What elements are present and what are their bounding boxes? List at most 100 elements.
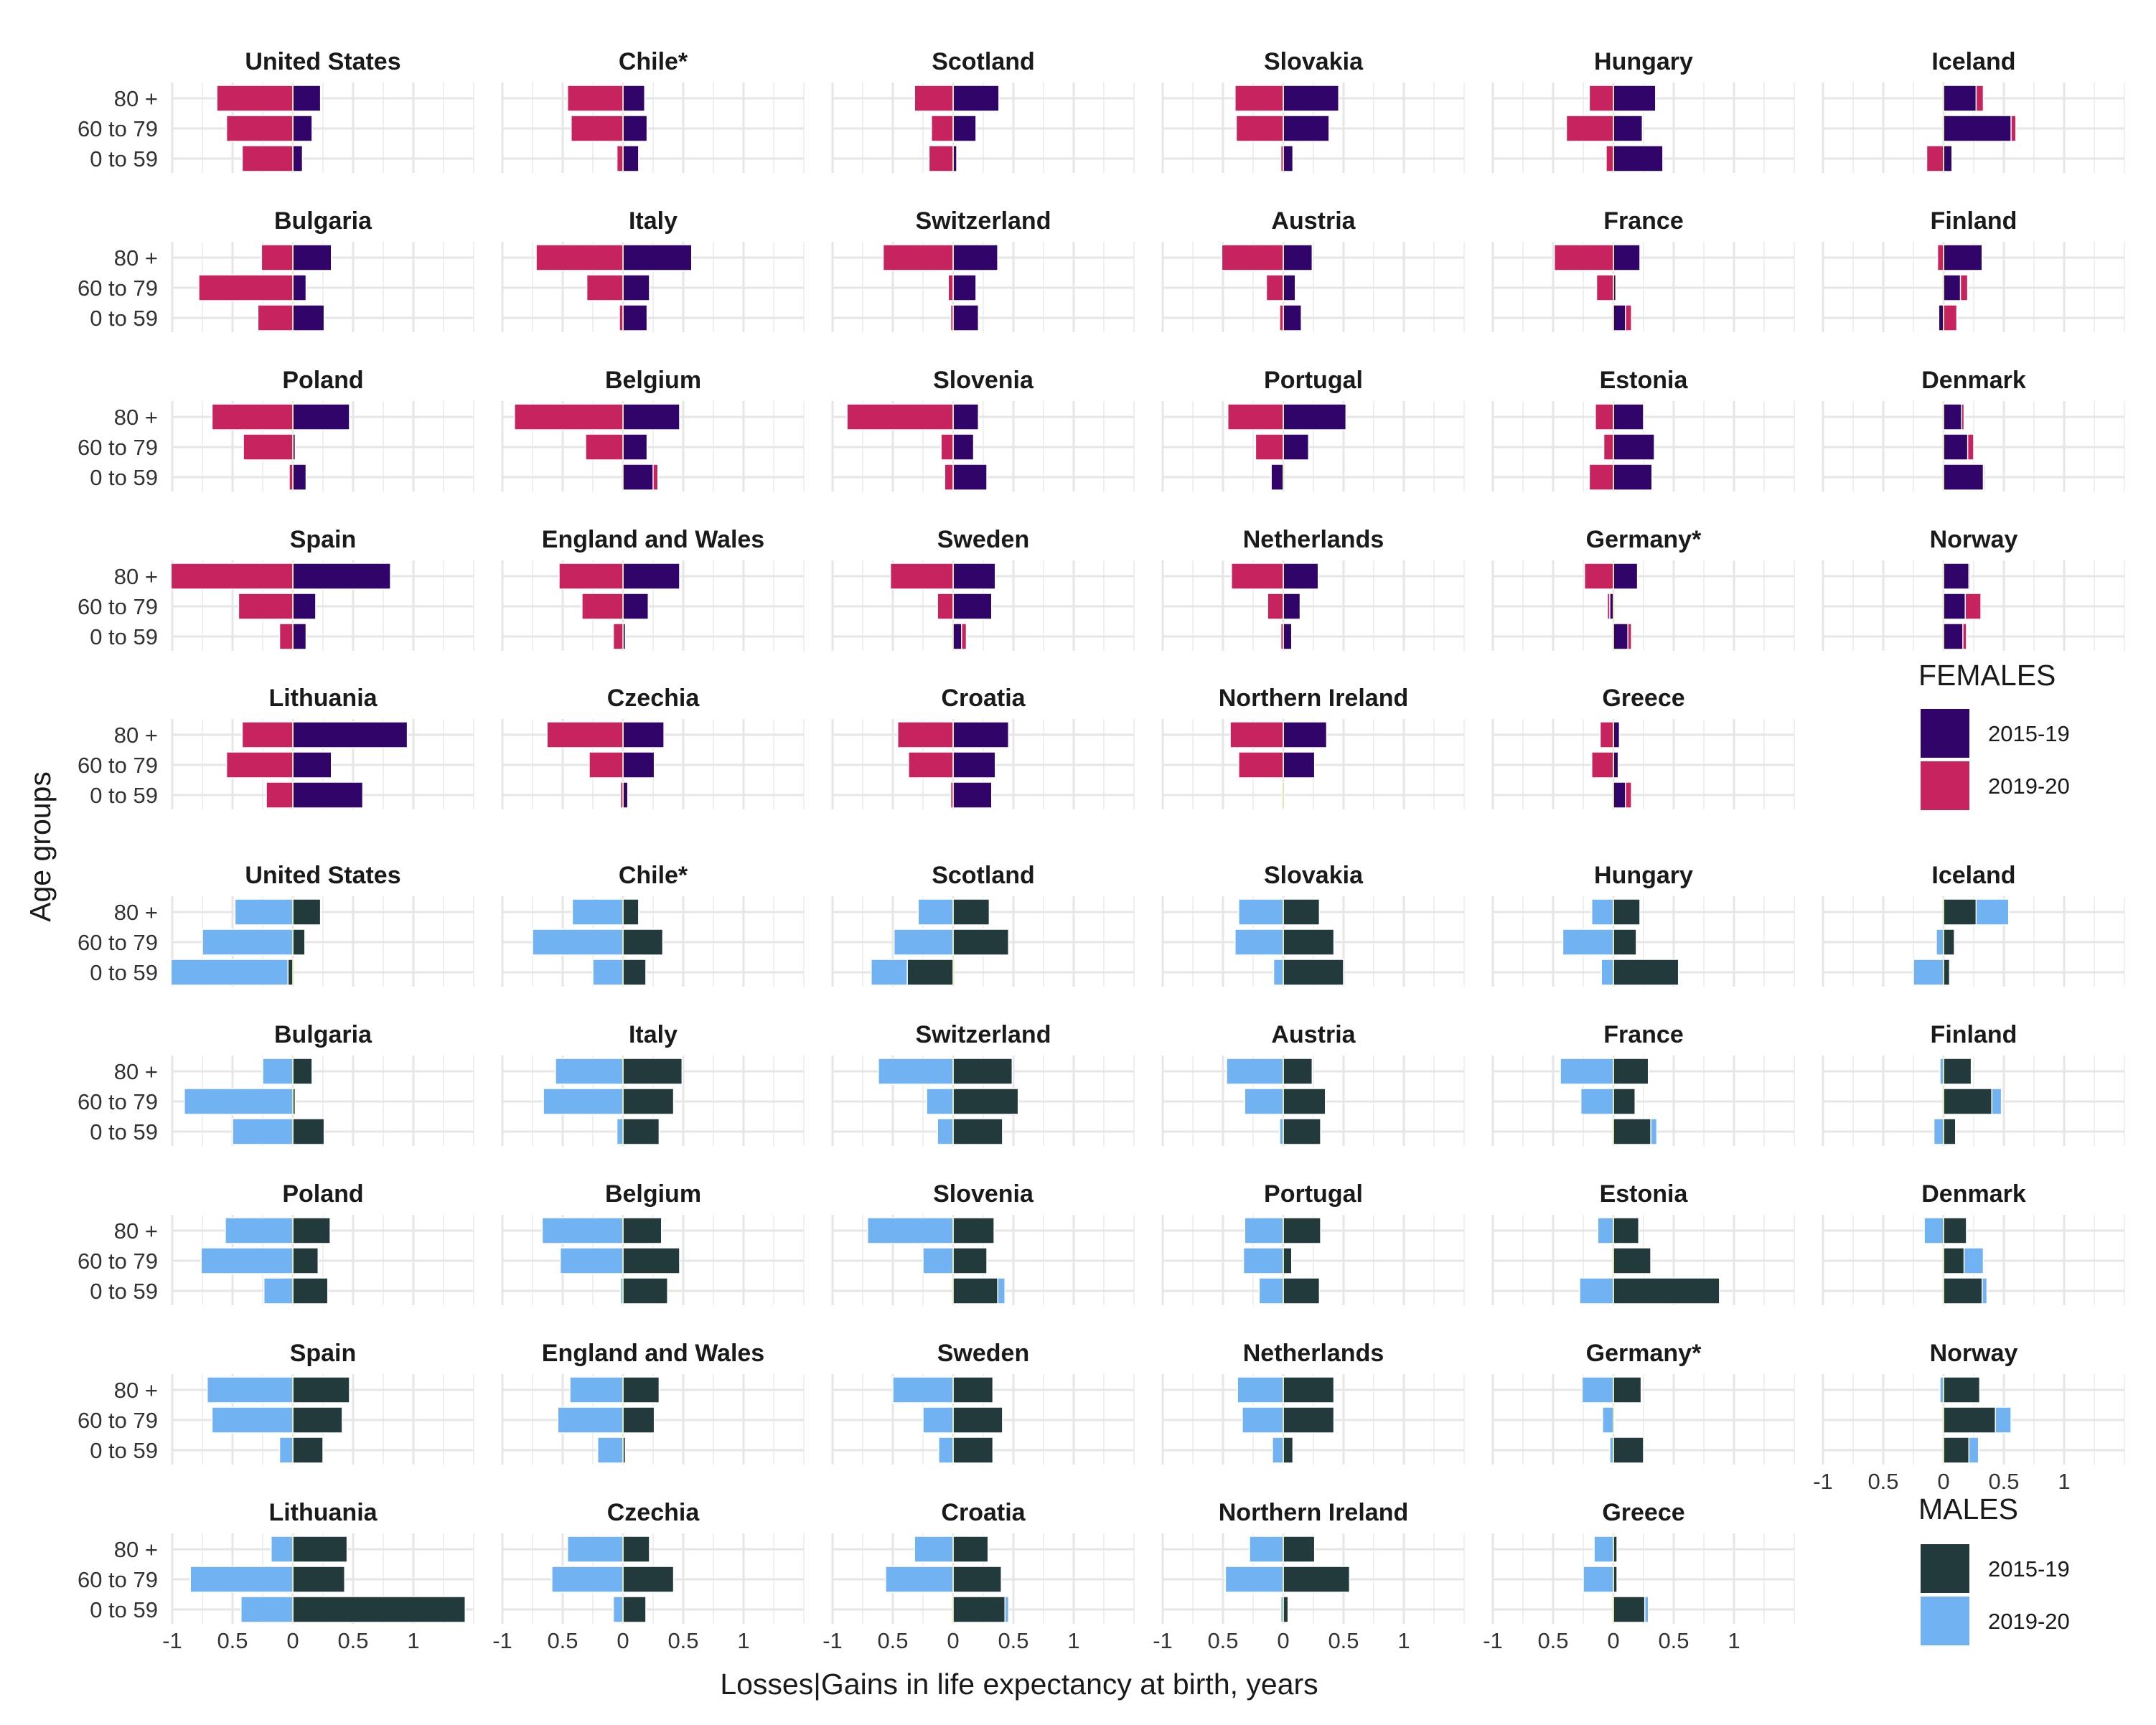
bar-2019-20-males-italy	[555, 1058, 624, 1085]
bar-2015-19-females-switzerland	[952, 244, 998, 271]
panel-females-portugal: Portugal	[1161, 367, 1465, 492]
bar-2019-20-males-norway	[1939, 1376, 1944, 1404]
bar-2015-19-males-france	[1613, 1088, 1636, 1115]
bar-2015-19-males-greece	[1613, 1596, 1646, 1623]
panel-title-males-england-and-wales: England and Wales	[542, 1340, 764, 1367]
bar-2019-20-females-poland	[211, 403, 294, 431]
bar-2015-19-females-sweden	[952, 563, 996, 590]
bar-2015-19-males-finland	[1943, 1118, 1956, 1145]
bar-2019-20-females-belgium	[514, 403, 624, 431]
y-tick-label: 0 to 59	[90, 783, 158, 808]
bar-2019-20-males-switzerland	[878, 1058, 954, 1085]
bar-2019-20-males-netherlands	[1242, 1406, 1284, 1434]
bar-2015-19-females-germany	[1613, 623, 1628, 650]
bar-2015-19-males-netherlands	[1283, 1437, 1294, 1464]
bar-2019-20-females-estonia	[1588, 464, 1614, 491]
panel-title-females-norway: Norway	[1930, 526, 2018, 553]
panel-title-males-france: France	[1603, 1021, 1684, 1048]
panel-title-females-denmark: Denmark	[1921, 367, 2026, 394]
bar-2019-20-females-scotland	[928, 145, 954, 172]
panel-females-poland: Poland 80 + 60 to 79 0 to 59	[78, 367, 474, 492]
bar-2019-20-females-croatia	[908, 751, 954, 779]
x-tick-label: 0.5	[217, 1628, 248, 1653]
bar-2019-20-males-hungary	[1562, 929, 1614, 956]
bar-2015-19-males-lithuania	[292, 1596, 466, 1623]
females-legend-key-2019-20	[1921, 761, 1969, 810]
bar-2019-20-males-poland	[263, 1277, 294, 1305]
bar-2015-19-males-denmark	[1943, 1217, 1967, 1244]
y-tick-label: 80 +	[114, 1059, 158, 1084]
panel-title-males-poland: Poland	[282, 1180, 363, 1208]
bar-2015-19-males-estonia	[1613, 1217, 1640, 1244]
bar-2019-20-males-iceland	[1913, 959, 1944, 986]
bar-2019-20-females-france	[1595, 274, 1614, 301]
females-legend-key-2015-19	[1921, 709, 1969, 758]
bar-2019-20-males-switzerland	[926, 1088, 954, 1115]
panel-females-greece: Greece	[1491, 685, 1795, 809]
panel-females-northern-ireland: Northern Ireland	[1161, 685, 1465, 809]
x-tick-label: 0.5	[337, 1628, 368, 1653]
bar-2019-20-males-belgium	[559, 1247, 624, 1274]
bar-2015-19-males-austria	[1283, 1088, 1326, 1115]
bar-2015-19-males-germany	[1613, 1437, 1644, 1464]
x-tick-label: -1	[1483, 1628, 1503, 1653]
y-tick-label: 60 to 79	[78, 1089, 158, 1114]
bar-2015-19-males-iceland	[1943, 898, 1977, 926]
bar-2019-20-females-estonia	[1595, 403, 1614, 431]
x-tick-label: 0.5	[1207, 1628, 1238, 1653]
bar-2015-19-females-iceland	[1943, 115, 2012, 142]
panel-males-northern-ireland: Northern Ireland -1 0.5 0 0.5 1	[1153, 1499, 1465, 1653]
bar-2019-20-females-scotland	[914, 85, 954, 112]
panel-title-females-netherlands: Netherlands	[1243, 526, 1384, 553]
bar-2015-19-females-scotland	[952, 145, 957, 172]
bar-2015-19-females-portugal	[1283, 433, 1310, 461]
panel-females-england-and-wales: England and Wales	[501, 526, 805, 651]
panel-title-males-switzerland: Switzerland	[916, 1021, 1051, 1048]
panel-title-males-estonia: Estonia	[1600, 1180, 1689, 1208]
bar-2015-19-males-scotland	[952, 898, 990, 926]
bar-2015-19-females-slovenia	[952, 433, 975, 461]
bar-2019-20-males-england-and-wales	[569, 1376, 624, 1404]
panel-males-slovenia: Slovenia	[831, 1180, 1135, 1305]
bar-2015-19-males-austria	[1283, 1058, 1313, 1085]
bar-2015-19-males-estonia	[1613, 1247, 1651, 1274]
bar-2019-20-females-netherlands	[1267, 593, 1284, 620]
bar-2019-20-males-united-states	[170, 959, 294, 986]
panel-title-females-england-and-wales: England and Wales	[542, 526, 764, 553]
bar-2019-20-males-austria	[1244, 1088, 1284, 1115]
y-tick-label: 0 to 59	[90, 1597, 158, 1622]
bar-2015-19-females-switzerland	[952, 304, 980, 332]
panel-females-lithuania: Lithuania 80 + 60 to 79 0 to 59	[78, 685, 474, 809]
panel-title-females-scotland: Scotland	[932, 48, 1035, 75]
panel-title-females-estonia: Estonia	[1600, 367, 1689, 394]
x-tick-label: 1	[2058, 1469, 2070, 1494]
panel-males-sweden: Sweden	[831, 1340, 1135, 1465]
bar-2015-19-males-greece	[1613, 1566, 1618, 1593]
x-tick-label: -1	[162, 1628, 182, 1653]
panel-title-males-hungary: Hungary	[1594, 862, 1693, 889]
bar-2015-19-males-slovenia	[952, 1217, 995, 1244]
bar-2019-20-males-slovakia	[1234, 929, 1284, 956]
bar-2019-20-females-italy	[619, 304, 624, 332]
bar-2019-20-females-spain	[278, 623, 294, 650]
bar-2015-19-females-estonia	[1613, 433, 1655, 461]
bar-2015-19-males-slovakia	[1283, 929, 1335, 956]
bar-2019-20-females-hungary	[1565, 115, 1614, 142]
bar-2015-19-females-croatia	[952, 721, 1010, 748]
bar-2019-20-females-northern-ireland	[1238, 751, 1284, 779]
bar-2019-20-males-croatia	[885, 1566, 954, 1593]
bar-2019-20-males-poland	[200, 1247, 294, 1274]
bar-2019-20-males-chile	[571, 898, 624, 926]
panel-males-norway: Norway -1 0.5 0 0.5 1	[1813, 1340, 2125, 1494]
panel-males-hungary: Hungary	[1491, 862, 1795, 987]
bar-2019-20-males-sweden	[892, 1376, 954, 1404]
females-legend-label-2015-19: 2015-19	[1988, 721, 2070, 746]
bar-2015-19-females-finland	[1943, 244, 1983, 271]
bar-2019-20-females-belgium	[585, 433, 624, 461]
panel-title-females-slovakia: Slovakia	[1264, 48, 1364, 75]
panel-females-netherlands: Netherlands	[1161, 526, 1465, 651]
panel-title-males-netherlands: Netherlands	[1243, 1340, 1384, 1367]
bar-2019-20-males-united-states	[234, 898, 294, 926]
panel-title-males-northern-ireland: Northern Ireland	[1219, 1499, 1408, 1526]
bar-2019-20-females-united-states	[216, 85, 294, 112]
